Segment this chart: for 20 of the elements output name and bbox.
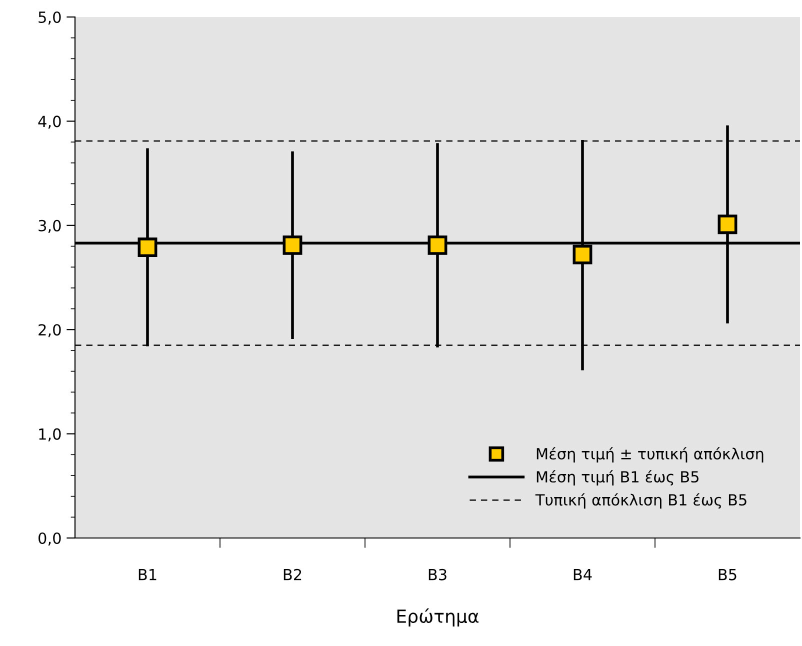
x-tick-label: B3 bbox=[428, 568, 446, 580]
point bbox=[718, 214, 738, 234]
legend-label: Τυπική απόκλιση B1 έως B5 bbox=[535, 493, 746, 509]
point bbox=[138, 238, 158, 258]
y-tick-label: 1,0 bbox=[39, 428, 61, 442]
y-tick-label: 3,0 bbox=[38, 220, 61, 233]
y-tick-label: 5,0 bbox=[38, 11, 61, 25]
point bbox=[428, 235, 448, 255]
x-tick-label: B5 bbox=[718, 569, 736, 580]
legend-label: Μέση τιμή ± τυπική απόκλιση bbox=[536, 447, 764, 462]
x-tick-label: B1 bbox=[138, 569, 156, 580]
x-tick-label: B4 bbox=[574, 569, 592, 580]
x-tick-label: B2 bbox=[284, 568, 302, 580]
x-axis-title: Ερώτημα bbox=[397, 608, 478, 627]
point bbox=[572, 244, 592, 264]
y-tick-label: 4,0 bbox=[38, 116, 61, 129]
point bbox=[282, 235, 302, 255]
y-tick-label: 2,0 bbox=[38, 324, 61, 338]
legend-label: Μέση τιμή B1 έως B5 bbox=[536, 470, 698, 486]
y-tick-label: 0,0 bbox=[38, 532, 61, 546]
